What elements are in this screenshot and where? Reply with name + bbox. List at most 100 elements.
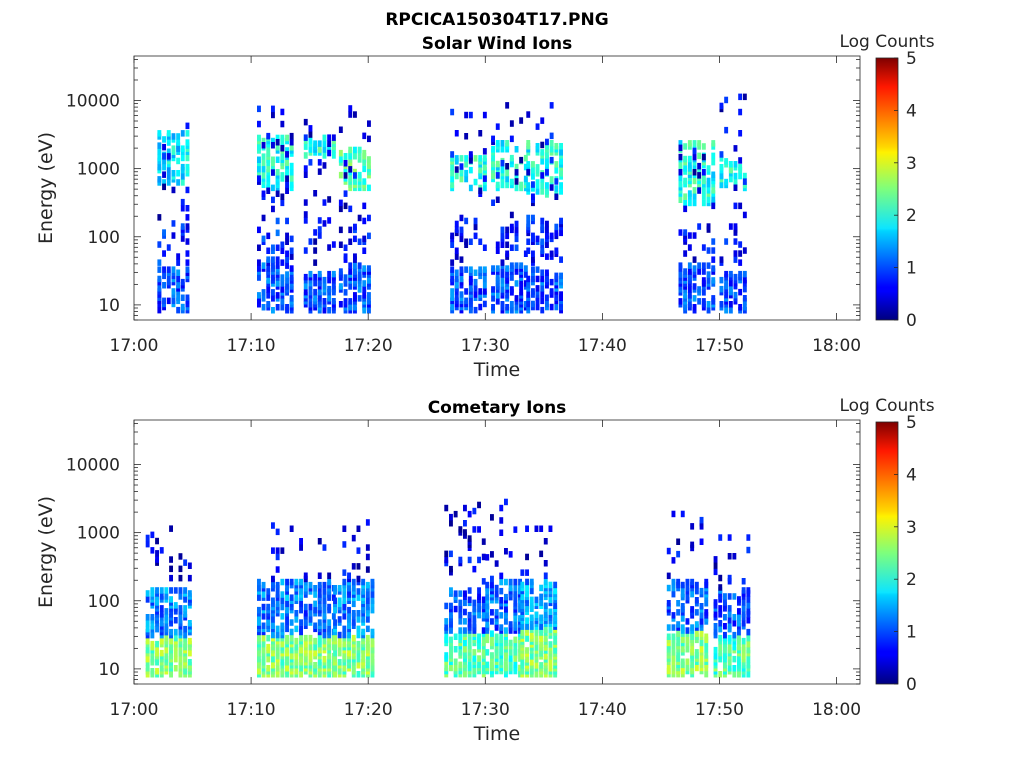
- data-cell: [342, 578, 347, 586]
- data-cell: [275, 156, 280, 163]
- data-cell: [472, 605, 477, 613]
- data-cell: [481, 639, 486, 647]
- data-cell: [529, 653, 534, 660]
- data-cell: [549, 288, 554, 295]
- data-cell: [353, 253, 357, 260]
- data-cell: [697, 262, 702, 269]
- data-cell: [699, 618, 704, 625]
- data-cell: [303, 603, 308, 611]
- data-cell: [450, 181, 455, 189]
- data-cell: [738, 304, 743, 311]
- data-cell: [351, 600, 356, 608]
- data-cell: [173, 628, 178, 636]
- data-cell: [531, 250, 535, 257]
- data-cell: [732, 655, 737, 663]
- data-cell: [699, 630, 704, 637]
- data-cell: [500, 241, 505, 248]
- data-cell: [671, 578, 676, 586]
- data-cell: [313, 600, 318, 608]
- data-cell: [723, 593, 727, 600]
- data-cell: [271, 165, 275, 173]
- data-cell: [348, 238, 353, 245]
- data-cell: [285, 271, 289, 278]
- data-cell: [529, 596, 534, 604]
- data-cell: [666, 584, 671, 592]
- data-cell: [173, 665, 178, 672]
- data-cell: [711, 158, 716, 166]
- data-cell: [357, 238, 362, 245]
- data-cell: [449, 565, 453, 573]
- data-cell: [732, 631, 737, 639]
- data-cell: [473, 223, 478, 231]
- data-cell: [733, 250, 738, 257]
- data-cell: [472, 621, 477, 628]
- data-cell: [183, 559, 188, 566]
- data-cell: [145, 614, 150, 621]
- data-cell: [180, 278, 185, 286]
- data-cell: [508, 639, 513, 647]
- data-cell: [687, 262, 692, 269]
- data-cell: [280, 108, 285, 116]
- data-cell: [157, 285, 162, 292]
- data-cell: [746, 634, 751, 642]
- data-cell: [463, 627, 467, 634]
- data-cell: [351, 578, 356, 586]
- data-cell: [548, 581, 553, 589]
- data-cell: [367, 298, 371, 305]
- data-cell: [289, 646, 294, 654]
- data-cell: [356, 616, 361, 623]
- data-cell: [539, 599, 544, 607]
- data-cell: [500, 277, 505, 284]
- data-cell: [313, 140, 318, 147]
- data-cell: [454, 226, 459, 234]
- data-cell: [157, 176, 162, 183]
- data-cell: [666, 664, 671, 672]
- data-cell: [539, 623, 544, 630]
- data-cell: [261, 581, 266, 589]
- data-cell: [338, 149, 343, 157]
- data-cell: [514, 172, 519, 180]
- data-cell: [741, 611, 746, 618]
- data-cell: [303, 118, 308, 126]
- data-cell: [169, 637, 173, 645]
- data-cell: [185, 130, 190, 137]
- data-cell: [518, 646, 522, 653]
- data-cell: [289, 144, 294, 151]
- data-cell: [482, 155, 487, 162]
- data-cell: [361, 616, 366, 623]
- data-cell: [280, 172, 285, 179]
- data-cell: [313, 288, 318, 296]
- data-cell: [261, 655, 266, 663]
- data-cell: [280, 274, 285, 281]
- data-cell: [308, 581, 313, 589]
- data-cell: [449, 611, 453, 619]
- data-cell: [478, 266, 483, 273]
- data-cell: [171, 232, 176, 239]
- data-cell: [150, 531, 155, 539]
- data-cell: [338, 226, 343, 234]
- data-cell: [505, 163, 510, 170]
- data-cell: [697, 223, 702, 230]
- data-cell: [671, 612, 676, 619]
- data-cell: [482, 266, 487, 273]
- data-cell: [294, 610, 299, 617]
- data-cell: [518, 584, 522, 592]
- data-cell: [539, 662, 544, 669]
- data-cell: [464, 111, 469, 119]
- data-cell: [491, 304, 495, 311]
- colorbar-tick-label: 0: [906, 675, 917, 695]
- data-cell: [467, 636, 472, 644]
- data-cell: [157, 142, 162, 149]
- data-cell: [692, 304, 697, 311]
- data-cell: [671, 590, 676, 598]
- data-cell: [505, 250, 510, 257]
- data-cell: [508, 655, 513, 662]
- data-cell: [183, 605, 188, 612]
- data-cell: [266, 232, 271, 240]
- data-cell: [464, 288, 469, 295]
- data-cell: [180, 223, 185, 230]
- data-cell: [261, 295, 266, 302]
- data-cell: [362, 235, 367, 243]
- data-cell: [494, 609, 499, 616]
- data-cell: [454, 166, 459, 173]
